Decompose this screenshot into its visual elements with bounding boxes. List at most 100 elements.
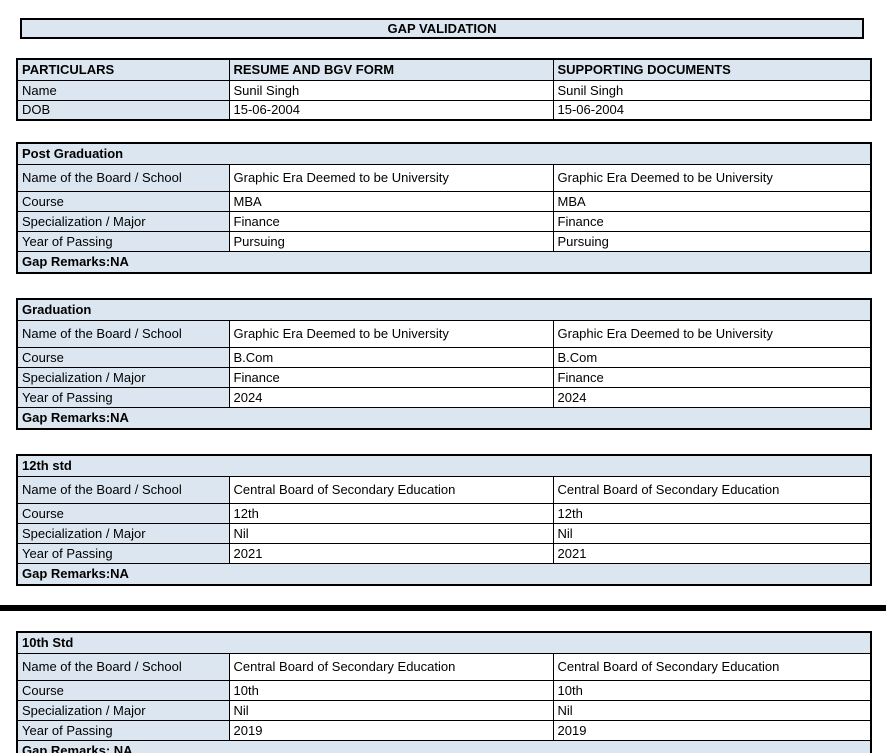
label-cell: Name of the Board / School (16, 475, 230, 504)
resume-cell: 12th (228, 502, 554, 524)
resume-cell: 2024 (228, 386, 554, 408)
section-title: 12th std (16, 454, 872, 477)
supporting-cell: MBA (552, 190, 872, 212)
resume-cell: Central Board of Secondary Education (228, 652, 554, 681)
summary-header-row: PARTICULARS RESUME AND BGV FORM SUPPORTI… (16, 58, 872, 81)
table-row: Course 12th 12th (16, 502, 872, 524)
label-cell: Specialization / Major (16, 522, 230, 544)
section-table-12th-std: 12th std Name of the Board / School Cent… (16, 454, 873, 586)
resume-cell: MBA (228, 190, 554, 212)
label-cell: Specialization / Major (16, 366, 230, 388)
resume-cell: Finance (228, 210, 554, 232)
supporting-cell: Central Board of Secondary Education (552, 652, 872, 681)
page-break-divider (0, 605, 886, 611)
supporting-cell: Pursuing (552, 230, 872, 252)
label-cell: Year of Passing (16, 386, 230, 408)
supporting-cell: Central Board of Secondary Education (552, 475, 872, 504)
table-row: Name of the Board / School Graphic Era D… (16, 163, 872, 192)
gap-remarks-row: Gap Remarks:NA (16, 406, 872, 430)
supporting-cell: Finance (552, 366, 872, 388)
supporting-cell: B.Com (552, 346, 872, 368)
label-cell: Course (16, 679, 230, 701)
supporting-cell: 2024 (552, 386, 872, 408)
resume-cell: Pursuing (228, 230, 554, 252)
supporting-cell: Graphic Era Deemed to be University (552, 319, 872, 348)
resume-cell: Central Board of Secondary Education (228, 475, 554, 504)
supporting-cell: 12th (552, 502, 872, 524)
section-title: Graduation (16, 298, 872, 321)
table-row: Specialization / Major Nil Nil (16, 699, 872, 721)
resume-cell: Sunil Singh (228, 79, 554, 101)
label-cell: Specialization / Major (16, 699, 230, 721)
gap-remarks-row: Gap Remarks:NA (16, 562, 872, 586)
section-header-row: Post Graduation (16, 142, 872, 165)
supporting-cell: 2019 (552, 719, 872, 741)
gap-remarks: Gap Remarks:NA (16, 562, 872, 586)
table-row: Name of the Board / School Graphic Era D… (16, 319, 872, 348)
section-header-row: 10th Std (16, 631, 872, 654)
section-table-10th-std: 10th Std Name of the Board / School Cent… (16, 631, 873, 753)
label-cell: Year of Passing (16, 230, 230, 252)
section-title: Post Graduation (16, 142, 872, 165)
table-row: DOB 15-06-2004 15-06-2004 (16, 99, 872, 121)
table-row: Course 10th 10th (16, 679, 872, 701)
table-row: Specialization / Major Nil Nil (16, 522, 872, 544)
resume-cell: Nil (228, 522, 554, 544)
label-cell: Year of Passing (16, 542, 230, 564)
table-row: Specialization / Major Finance Finance (16, 366, 872, 388)
table-row: Specialization / Major Finance Finance (16, 210, 872, 232)
table-row: Course MBA MBA (16, 190, 872, 212)
section-table-post-graduation: Post Graduation Name of the Board / Scho… (16, 142, 873, 274)
resume-cell: 15-06-2004 (228, 99, 554, 121)
section-header-row: Graduation (16, 298, 872, 321)
table-row: Year of Passing 2021 2021 (16, 542, 872, 564)
table-row: Name of the Board / School Central Board… (16, 475, 872, 504)
resume-cell: Graphic Era Deemed to be University (228, 163, 554, 192)
page-title-text: GAP VALIDATION (387, 21, 497, 36)
supporting-cell: Finance (552, 210, 872, 232)
section-title: 10th Std (16, 631, 872, 654)
supporting-cell: 2021 (552, 542, 872, 564)
table-row: Year of Passing Pursuing Pursuing (16, 230, 872, 252)
gap-remarks-row: Gap Remarks:NA (16, 250, 872, 274)
gap-remarks-row: Gap Remarks: NA (16, 739, 872, 753)
label-cell: Course (16, 190, 230, 212)
column-header-resume: RESUME AND BGV FORM (228, 58, 554, 81)
table-row: Year of Passing 2019 2019 (16, 719, 872, 741)
resume-cell: 10th (228, 679, 554, 701)
label-cell: Year of Passing (16, 719, 230, 741)
gap-remarks: Gap Remarks:NA (16, 250, 872, 274)
resume-cell: Finance (228, 366, 554, 388)
label-cell: Name (16, 79, 230, 101)
resume-cell: Graphic Era Deemed to be University (228, 319, 554, 348)
resume-cell: 2021 (228, 542, 554, 564)
label-cell: Specialization / Major (16, 210, 230, 232)
section-table-graduation: Graduation Name of the Board / School Gr… (16, 298, 873, 430)
section-header-row: 12th std (16, 454, 872, 477)
gap-remarks: Gap Remarks:NA (16, 406, 872, 430)
label-cell: Course (16, 502, 230, 524)
gap-remarks: Gap Remarks: NA (16, 739, 872, 753)
resume-cell: 2019 (228, 719, 554, 741)
label-cell: Course (16, 346, 230, 368)
table-row: Course B.Com B.Com (16, 346, 872, 368)
supporting-cell: Nil (552, 522, 872, 544)
column-header-particulars: PARTICULARS (16, 58, 230, 81)
label-cell: DOB (16, 99, 230, 121)
table-row: Year of Passing 2024 2024 (16, 386, 872, 408)
supporting-cell: 15-06-2004 (552, 99, 872, 121)
supporting-cell: Nil (552, 699, 872, 721)
label-cell: Name of the Board / School (16, 319, 230, 348)
supporting-cell: 10th (552, 679, 872, 701)
supporting-cell: Graphic Era Deemed to be University (552, 163, 872, 192)
resume-cell: Nil (228, 699, 554, 721)
table-row: Name of the Board / School Central Board… (16, 652, 872, 681)
resume-cell: B.Com (228, 346, 554, 368)
table-row: Name Sunil Singh Sunil Singh (16, 79, 872, 101)
page-title: GAP VALIDATION (20, 18, 864, 39)
summary-table: PARTICULARS RESUME AND BGV FORM SUPPORTI… (16, 58, 872, 121)
supporting-cell: Sunil Singh (552, 79, 872, 101)
label-cell: Name of the Board / School (16, 163, 230, 192)
column-header-supporting: SUPPORTING DOCUMENTS (552, 58, 872, 81)
